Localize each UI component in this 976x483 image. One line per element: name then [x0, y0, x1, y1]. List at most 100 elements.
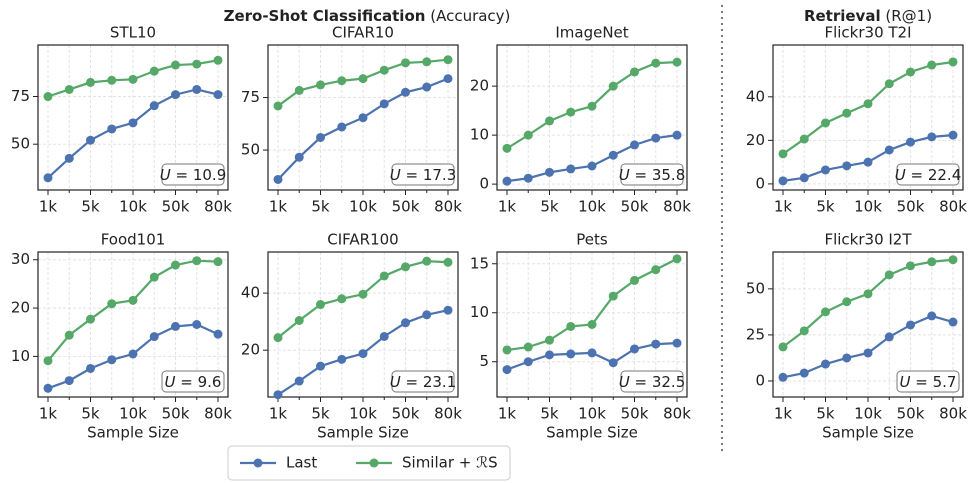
point [316, 132, 325, 142]
annotation-value: = 5.7 [915, 373, 956, 391]
point [884, 79, 894, 89]
annotation: U = 17.3 [390, 166, 457, 184]
annotation-symbol: U [619, 166, 630, 184]
point [842, 353, 852, 363]
point [443, 305, 453, 315]
point [294, 376, 304, 386]
plot-frame [267, 44, 459, 191]
point [523, 130, 533, 140]
x-tick-label: 5k [540, 198, 559, 216]
legend-label: Similar + ℛS [402, 454, 498, 472]
x-tick-label: 50k [897, 198, 925, 216]
point [566, 107, 576, 117]
point [192, 256, 202, 266]
point [630, 67, 639, 77]
plot-frame [772, 251, 964, 398]
x-tick-label: 1k [774, 405, 793, 423]
annotation-symbol: U [390, 166, 401, 184]
annotation-symbol: U [895, 166, 906, 184]
point [821, 118, 830, 128]
point [358, 349, 368, 359]
header-bold: Retrieval [804, 7, 881, 25]
point [379, 331, 389, 341]
point [906, 261, 915, 271]
y-tick-label: 5 [479, 352, 489, 370]
y-tick-label: 15 [470, 254, 489, 272]
point [379, 271, 389, 281]
point [401, 318, 410, 328]
point [821, 307, 830, 317]
x-tick-label: 1k [269, 198, 288, 216]
annotation-box [620, 370, 684, 393]
point [43, 356, 53, 366]
point [651, 265, 661, 275]
y-tick-label: 20 [470, 77, 489, 95]
x-tick-label: 5k [81, 198, 100, 216]
point [128, 349, 138, 359]
x-tick-label: 10k [854, 198, 882, 216]
point [672, 57, 682, 67]
point [948, 255, 958, 265]
point [948, 130, 958, 140]
point [213, 329, 223, 339]
point [566, 349, 576, 359]
header-left: Zero-Shot Classification (Accuracy) [224, 7, 511, 25]
annotation-value: = 10.9 [176, 166, 227, 184]
point [294, 85, 304, 95]
subplot-title: STL10 [110, 24, 156, 42]
x-tick-label: 50k [621, 405, 649, 423]
point [107, 75, 117, 85]
point [171, 260, 180, 270]
annotation-symbol: U [165, 373, 176, 391]
x-tick-label: 80k [204, 198, 232, 216]
point [566, 321, 576, 331]
x-tick-label: 80k [939, 405, 967, 423]
x-tick-label: 10k [349, 198, 377, 216]
x-tick-label: 50k [897, 405, 925, 423]
point [337, 76, 347, 86]
point [672, 130, 682, 140]
annotation-box [896, 370, 960, 393]
point [863, 348, 873, 358]
point [587, 101, 597, 111]
point [443, 55, 453, 65]
point [171, 90, 180, 100]
plot-frame [496, 251, 688, 398]
point [906, 320, 915, 330]
subplot-title: CIFAR100 [327, 231, 398, 249]
point [149, 272, 159, 282]
y-tick-label: 40 [241, 284, 260, 302]
y-tick-label: 50 [11, 135, 30, 153]
point [927, 311, 937, 321]
point [842, 161, 852, 171]
annotation-box [391, 370, 455, 393]
x-tick-label: 1k [498, 198, 517, 216]
point [651, 133, 661, 143]
point [799, 368, 809, 378]
point [379, 65, 389, 75]
x-tick-label: 80k [663, 405, 691, 423]
annotation-symbol: U [619, 373, 630, 391]
subplot-title: CIFAR10 [332, 24, 394, 42]
point [608, 358, 618, 368]
point [294, 316, 304, 326]
x-tick-label: 1k [498, 405, 517, 423]
y-tick-label: 50 [746, 279, 765, 297]
header-right: Retrieval (R@1) [804, 7, 932, 25]
x-tick-label: 10k [349, 405, 377, 423]
annotation-value: = 17.3 [406, 166, 457, 184]
point [863, 289, 873, 299]
annotation-value: = 23.1 [406, 373, 457, 391]
x-axis-label: Sample Size [546, 424, 638, 442]
point [358, 113, 368, 123]
point [778, 342, 788, 352]
y-tick-label: 0 [479, 175, 489, 193]
point [64, 84, 74, 94]
point [422, 82, 432, 92]
point [630, 275, 639, 285]
point [799, 326, 809, 336]
point [502, 143, 512, 153]
plot-frame [772, 44, 964, 191]
annotation: U = 10.9 [160, 166, 227, 184]
